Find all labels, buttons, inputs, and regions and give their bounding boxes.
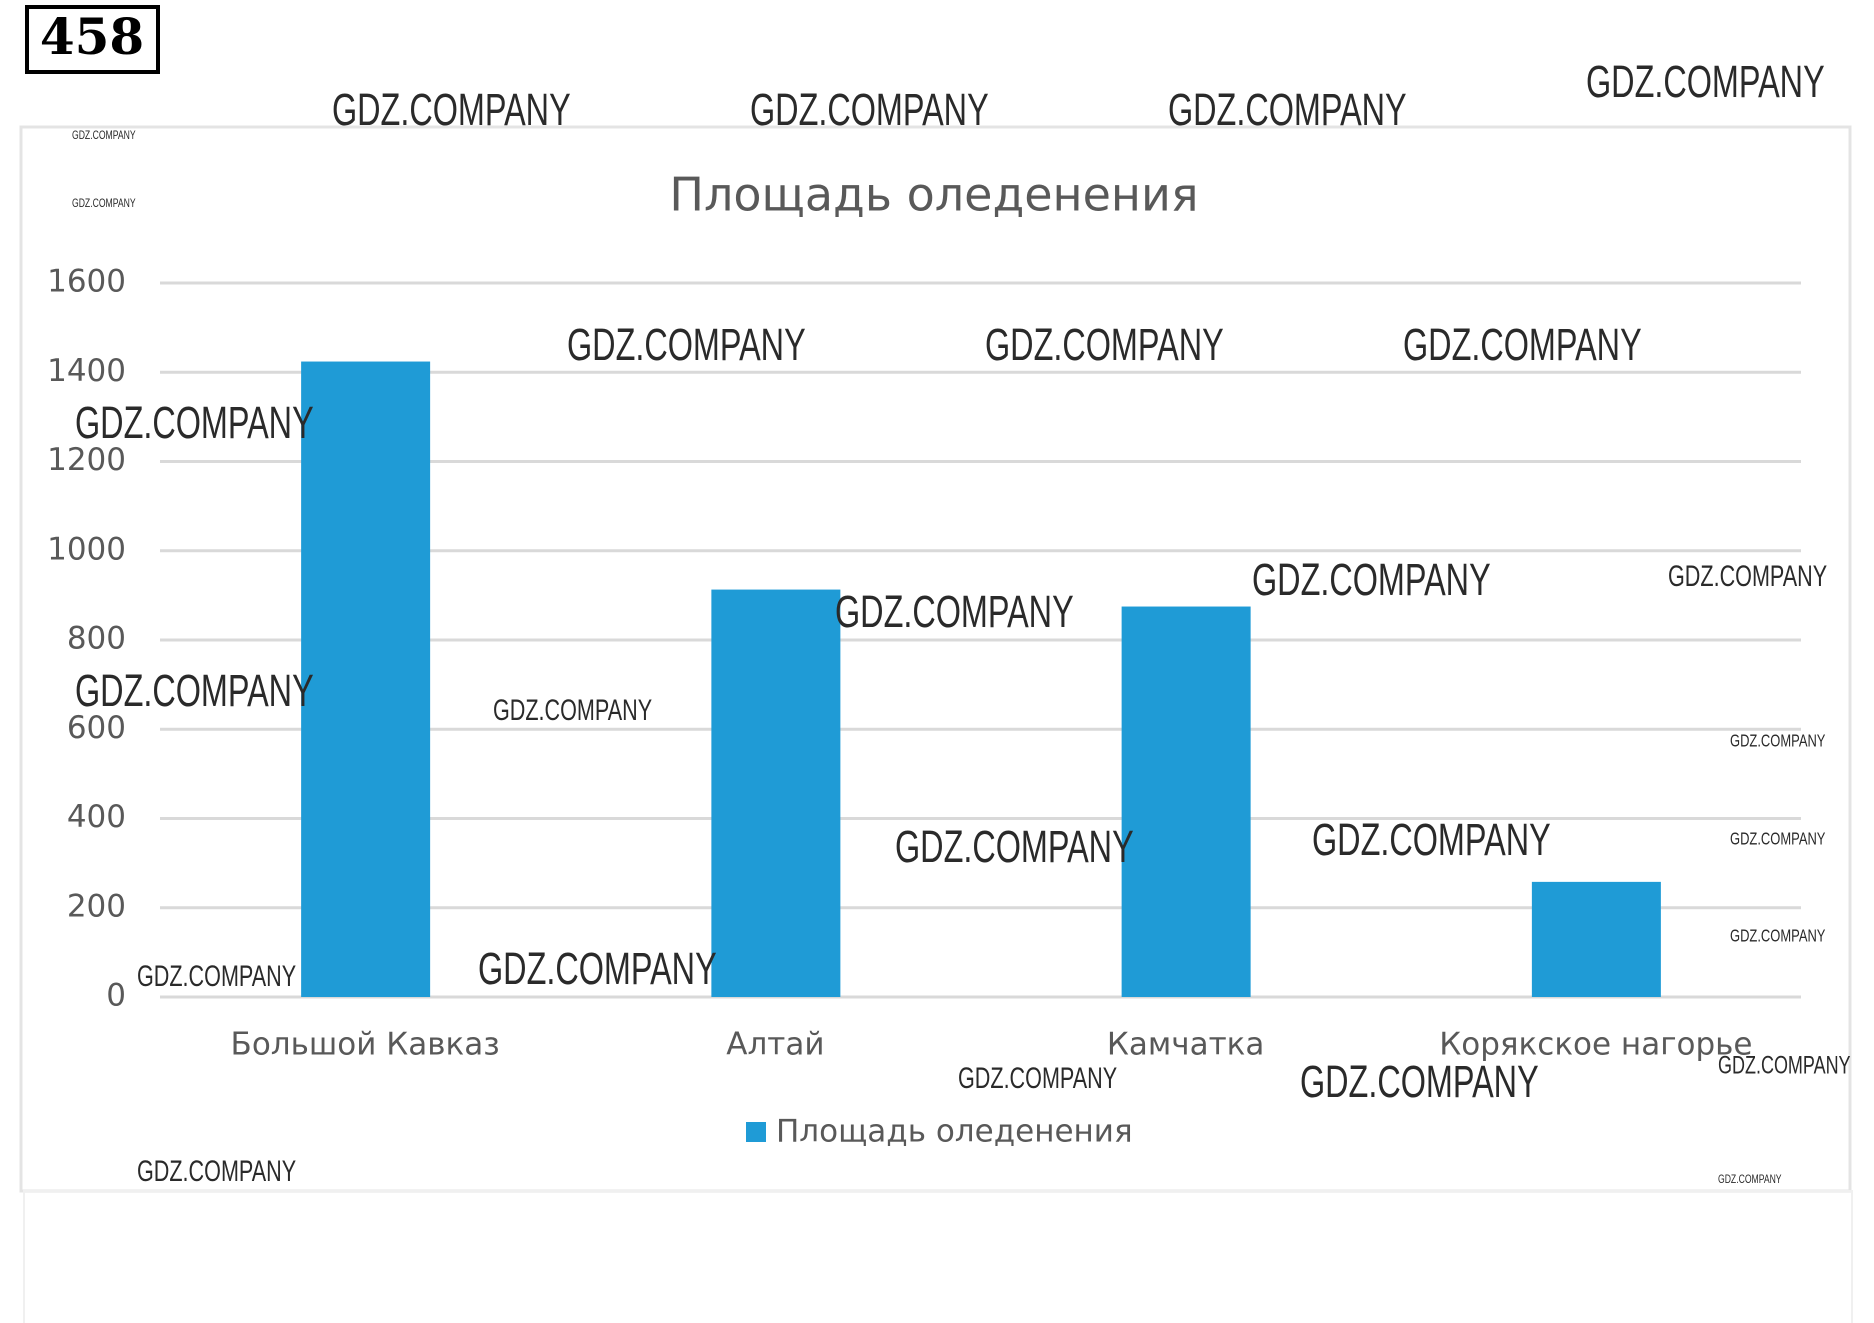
bar <box>1121 606 1251 997</box>
watermark: GDZ.COMPANY <box>985 321 1224 370</box>
watermark: GDZ.COMPANY <box>567 321 806 370</box>
watermark: GDZ.COMPANY <box>895 823 1134 872</box>
y-tick-label: 0 <box>106 978 126 1014</box>
watermark: GDZ.COMPANY <box>72 130 136 143</box>
x-tick-label: Алтай <box>726 1027 824 1063</box>
bar <box>1531 881 1661 997</box>
watermark: GDZ.COMPANY <box>493 692 652 726</box>
y-tick-label: 1400 <box>47 353 126 389</box>
lower-frame <box>23 1190 1853 1323</box>
watermark: GDZ.COMPANY <box>1730 927 1826 947</box>
watermark: GDZ.COMPANY <box>958 1060 1117 1094</box>
y-tick-label: 1600 <box>47 264 126 300</box>
legend-label: Площадь оледенения <box>776 1114 1133 1150</box>
y-tick-label: 1000 <box>47 531 126 567</box>
watermark: GDZ.COMPANY <box>1312 816 1551 865</box>
y-tick-label: 200 <box>67 888 126 924</box>
watermark: GDZ.COMPANY <box>750 86 989 135</box>
y-tick-label: 600 <box>67 710 126 746</box>
y-tick-label: 1200 <box>47 442 126 478</box>
watermark: GDZ.COMPANY <box>1718 1174 1782 1187</box>
watermark: GDZ.COMPANY <box>1730 830 1826 850</box>
x-tick-label: Большой Кавказ <box>231 1027 500 1063</box>
watermark: GDZ.COMPANY <box>137 1153 296 1187</box>
watermark: GDZ.COMPANY <box>75 399 314 448</box>
watermark: GDZ.COMPANY <box>137 958 296 992</box>
watermark: GDZ.COMPANY <box>1252 556 1491 605</box>
y-tick-label: 400 <box>67 799 126 835</box>
watermark: GDZ.COMPANY <box>835 588 1074 637</box>
watermark: GDZ.COMPANY <box>1730 732 1826 752</box>
watermark: GDZ.COMPANY <box>478 945 717 994</box>
x-tick-label: Корякское нагорье <box>1439 1027 1752 1063</box>
task-number: 458 <box>40 7 144 66</box>
bar <box>301 361 431 997</box>
legend-swatch <box>746 1122 766 1142</box>
watermark: GDZ.COMPANY <box>1403 321 1642 370</box>
y-tick-label: 800 <box>67 621 126 657</box>
watermark: GDZ.COMPANY <box>1668 558 1827 592</box>
watermark: GDZ.COMPANY <box>1300 1058 1539 1107</box>
watermark: GDZ.COMPANY <box>1168 86 1407 135</box>
bar <box>711 589 841 997</box>
x-tick-label: Камчатка <box>1107 1027 1264 1063</box>
watermark: GDZ.COMPANY <box>332 86 571 135</box>
watermark: GDZ.COMPANY <box>1586 58 1825 107</box>
chart-title: Площадь оледенения <box>669 168 1198 222</box>
task-number-box <box>25 5 160 74</box>
watermark: GDZ.COMPANY <box>75 667 314 716</box>
watermark: GDZ.COMPANY <box>1718 1051 1851 1080</box>
watermark: GDZ.COMPANY <box>72 198 136 211</box>
